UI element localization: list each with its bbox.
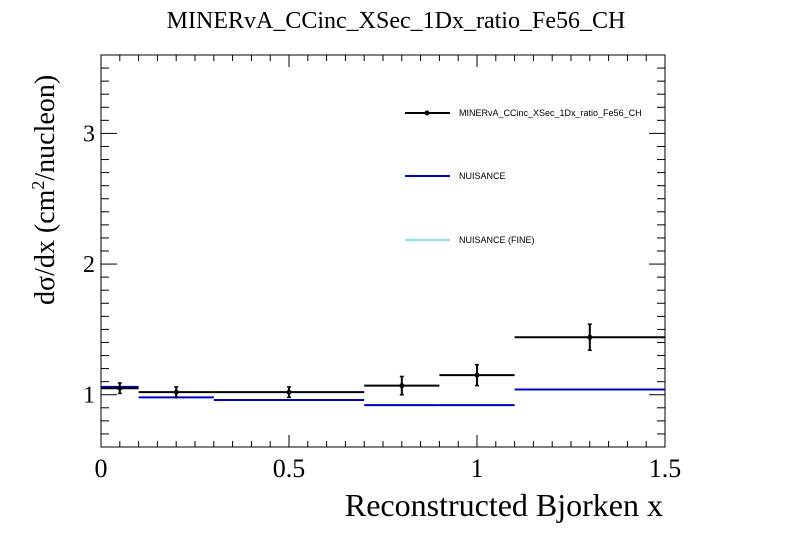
data-point: [474, 372, 480, 378]
series-minerva-data: [101, 323, 665, 399]
legend: MINERvA_CCinc_XSec_1Dx_ratio_Fe56_CH NUI…: [405, 108, 642, 245]
y-axis-label-tail: /nucleon): [30, 75, 61, 181]
legend-label-nuisance-fine: NUISANCE (FINE): [459, 235, 535, 245]
legend-label-nuisance: NUISANCE: [459, 171, 506, 181]
data-point: [117, 385, 123, 391]
series-nuisance: [101, 385, 665, 407]
x-tick-label: 1.5: [649, 454, 682, 483]
y-axis-label-main: dσ/dx (cm: [30, 189, 61, 305]
chart-title: MINERvA_CCinc_XSec_1Dx_ratio_Fe56_CH: [167, 8, 626, 34]
y-tick-label: 3: [83, 121, 95, 147]
axis-ticks: [100, 54, 666, 448]
legend-label-data: MINERvA_CCinc_XSec_1Dx_ratio_Fe56_CH: [459, 108, 642, 118]
legend-marker-data: [424, 110, 430, 116]
data-point: [173, 389, 179, 395]
x-tick-label: 0: [95, 454, 108, 483]
x-tick-labels: 0 0.5 1 1.5: [95, 454, 682, 483]
data-point: [399, 383, 405, 389]
y-tick-label: 1: [83, 383, 95, 409]
y-axis-label: dσ/dx (cm2/nucleon): [28, 75, 61, 305]
y-tick-labels: 1 2 3: [83, 121, 95, 408]
x-axis-label: Reconstructed Bjorken x: [345, 487, 663, 523]
data-point: [587, 334, 593, 340]
x-tick-label: 0.5: [273, 454, 306, 483]
x-tick-label: 1: [471, 454, 484, 483]
y-axis-label-sup: 2: [28, 181, 48, 190]
y-tick-label: 2: [83, 252, 95, 278]
data-point: [286, 389, 292, 395]
